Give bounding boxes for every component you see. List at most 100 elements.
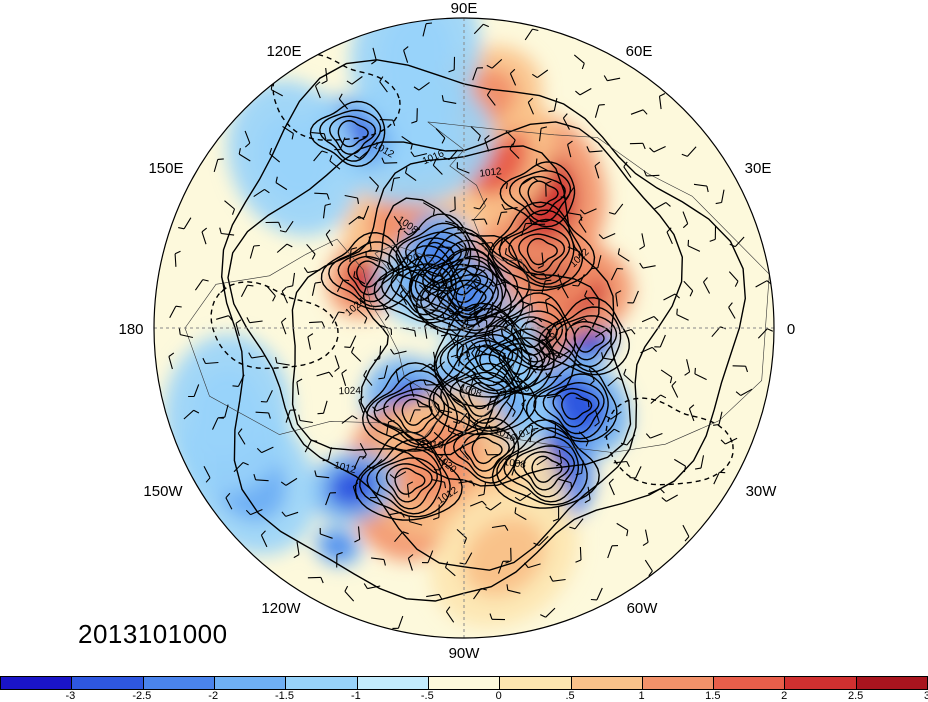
colorbar-tick-label: -.5	[420, 690, 434, 702]
wind-barb	[178, 217, 192, 230]
wind-barb	[365, 236, 372, 253]
wind-barb	[409, 380, 416, 398]
wind-barb	[456, 162, 470, 174]
colorbar-tick-label: 2.5	[847, 690, 864, 702]
wind-barb	[440, 322, 451, 337]
wind-barb	[648, 488, 665, 495]
wind-barb	[613, 460, 630, 468]
wind-barb	[453, 412, 468, 424]
wind-barb	[224, 200, 236, 215]
wind-barb	[309, 321, 326, 328]
wind-barb	[275, 176, 288, 191]
isobar	[525, 363, 618, 443]
wind-barb	[538, 126, 548, 142]
wind-barb	[321, 67, 328, 85]
wind-barb	[390, 176, 400, 192]
wind-barb	[713, 411, 723, 426]
wind-barb	[561, 281, 569, 299]
isobar	[479, 328, 555, 395]
wind-barb	[478, 344, 492, 357]
wind-barb	[519, 300, 533, 312]
wind-barb	[425, 323, 439, 335]
wind-barb	[735, 388, 753, 396]
colorbar-swatch	[570, 676, 642, 690]
wind-barb	[541, 279, 552, 294]
wind-barb	[338, 93, 349, 110]
wind-barb	[356, 308, 368, 324]
wind-barb	[489, 613, 506, 621]
wind-barb	[694, 367, 707, 381]
wind-barb	[584, 290, 595, 306]
wind-barb	[366, 459, 383, 469]
wind-barbs	[168, 22, 774, 629]
wind-barb	[438, 286, 453, 299]
wind-barb	[473, 310, 480, 328]
contour-label: 1012	[333, 460, 358, 476]
isobar	[360, 197, 600, 456]
wind-barb	[194, 279, 209, 291]
wind-barb	[386, 263, 403, 270]
wind-barb	[554, 350, 571, 359]
anomaly-core	[192, 369, 263, 459]
wind-barb	[401, 135, 413, 150]
wind-barb	[525, 317, 543, 325]
wind-barb	[524, 28, 539, 41]
wind-barb	[279, 220, 294, 233]
wind-barb	[396, 227, 406, 243]
wind-barb	[353, 271, 366, 285]
wind-barb	[378, 365, 388, 380]
isobar	[390, 263, 453, 316]
wind-barb	[607, 377, 624, 387]
wind-barb	[435, 290, 453, 299]
wind-barb	[422, 22, 433, 37]
wind-barb	[249, 244, 260, 259]
wind-barb	[349, 247, 358, 263]
wind-barb	[520, 222, 532, 237]
wind-barb	[313, 150, 328, 162]
wind-barb	[168, 352, 175, 370]
wind-barb	[388, 511, 405, 518]
wind-barb	[306, 243, 316, 260]
wind-barb	[469, 269, 486, 278]
wind-barb	[499, 314, 509, 331]
wind-barb	[729, 236, 745, 248]
wind-barb	[174, 250, 181, 267]
wind-barb	[336, 279, 350, 292]
wind-barb	[401, 327, 417, 337]
wind-barb	[511, 462, 522, 476]
wind-barb	[201, 227, 208, 245]
wind-barb	[359, 442, 367, 460]
isobar	[499, 161, 576, 228]
wind-barb	[426, 593, 443, 600]
wind-barb	[429, 309, 445, 318]
wind-barb	[562, 113, 570, 130]
isobar	[518, 233, 566, 273]
contour-label: 1008	[503, 457, 527, 471]
colorbar-tick-label: .5	[565, 690, 575, 702]
colorbar-tick-label: -3	[65, 690, 76, 702]
wind-barb	[233, 461, 249, 473]
wind-barb	[575, 460, 584, 476]
colorbar-tick-label: 1.5	[705, 690, 721, 702]
wind-barb	[524, 562, 541, 569]
contour-label: 1016	[506, 383, 531, 399]
wind-barb	[464, 343, 471, 360]
contour-label: 1024	[339, 386, 362, 398]
wind-barb	[720, 437, 738, 445]
lon-label-30e: 30E	[745, 160, 772, 177]
colorbar-tick-label: 2	[781, 690, 788, 702]
wind-barb	[757, 328, 774, 339]
isobar	[220, 59, 747, 602]
wind-barb	[537, 252, 544, 269]
anomaly-core	[324, 535, 352, 558]
wind-barb	[527, 97, 535, 115]
wind-barb	[344, 585, 355, 602]
wind-barb	[419, 363, 436, 372]
wind-barb	[331, 311, 345, 324]
wind-barb	[447, 424, 461, 437]
lon-label-60w: 60W	[627, 600, 659, 617]
wind-barb	[414, 439, 429, 451]
colorbar-tick-label: -2	[208, 690, 219, 702]
wind-barb	[213, 158, 224, 173]
isobar	[561, 392, 593, 420]
